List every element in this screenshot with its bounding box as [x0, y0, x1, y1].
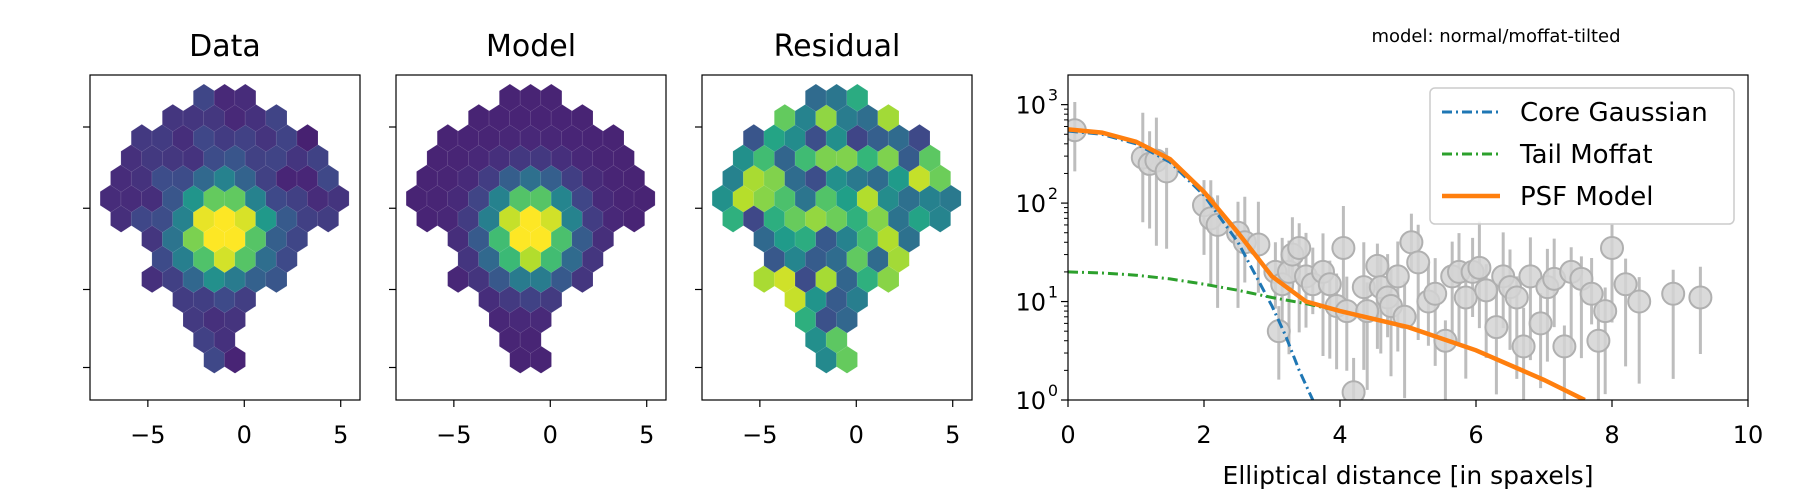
data-point — [1528, 311, 1553, 336]
model-annotation: model: normal/moffat-tilted — [1371, 26, 1620, 47]
hex-cells — [405, 83, 656, 374]
data-point — [1586, 328, 1611, 353]
x-tick-label: 0 — [1060, 421, 1075, 449]
data-point — [1511, 334, 1536, 359]
x-tick-label: 8 — [1604, 421, 1619, 449]
legend-box — [1429, 87, 1735, 225]
legend: Core Gaussian Tail Moffat PSF Model — [1429, 87, 1735, 225]
x-tick-label: 10 — [1733, 421, 1764, 449]
y-tick-exponent: 3 — [1048, 86, 1058, 105]
hex-cells — [99, 83, 350, 374]
x-tick-label: 6 — [1468, 421, 1483, 449]
x-tick-label: 4 — [1332, 421, 1347, 449]
data-point — [1287, 235, 1312, 260]
data-point — [1688, 285, 1713, 310]
series-line — [1068, 129, 1315, 400]
hex-cells — [711, 83, 962, 374]
data-point — [1467, 255, 1492, 280]
hex-cell — [540, 83, 563, 112]
data-point — [1518, 264, 1543, 289]
panel-title: Model — [486, 29, 576, 64]
data-point — [1504, 285, 1529, 310]
x-tick-label: 5 — [639, 421, 654, 449]
data-point — [1484, 315, 1509, 340]
y-tick-exponent: 0 — [1048, 381, 1058, 400]
x-tick-label: 5 — [333, 421, 348, 449]
panel-frame — [89, 74, 361, 401]
data-point — [1552, 334, 1577, 359]
panel-frame — [701, 74, 973, 401]
data-point — [1331, 235, 1356, 260]
data-point — [1453, 285, 1478, 310]
y-tick-label: 10 — [1015, 190, 1046, 218]
hex-cell — [296, 124, 319, 153]
x-tick-label: 0 — [849, 421, 864, 449]
y-tick-exponent: 2 — [1048, 184, 1058, 203]
x-tick-label: 5 — [945, 421, 960, 449]
plot-area — [1068, 102, 1713, 400]
model-panel: Model −5 0 5 — [389, 29, 667, 449]
data-point — [1341, 380, 1366, 400]
hex-cell — [908, 124, 931, 153]
series-line — [1068, 127, 1586, 400]
x-tick-label: −5 — [130, 421, 165, 449]
data-point — [1627, 289, 1652, 314]
panel-title: Data — [189, 29, 261, 64]
hex-cell — [265, 103, 288, 132]
y-tick-label: 10 — [1015, 289, 1046, 317]
data-point — [1600, 235, 1624, 260]
data-point — [1385, 264, 1410, 289]
y-tick-label: 10 — [1015, 387, 1046, 415]
x-tick-label: −5 — [436, 421, 471, 449]
data-point — [1613, 272, 1638, 297]
data-point — [1579, 281, 1604, 306]
data-point — [1661, 281, 1686, 306]
data-point — [1399, 230, 1424, 255]
x-tick-label: 0 — [543, 421, 558, 449]
residual-panel: Residual −5 0 5 — [695, 29, 973, 449]
hex-cell — [846, 83, 869, 112]
y-tick-label: 10 — [1015, 92, 1046, 120]
data-point — [1406, 250, 1431, 275]
hex-cell — [877, 103, 900, 132]
legend-label: PSF Model — [1520, 182, 1653, 212]
panel-frame — [1067, 74, 1749, 401]
data-point — [1474, 278, 1499, 303]
data-point — [1593, 299, 1618, 324]
data-point — [1423, 281, 1448, 306]
hex-cell — [602, 124, 625, 153]
hex-cell — [234, 83, 257, 112]
x-tick-label: 2 — [1196, 421, 1211, 449]
hex-cell — [571, 103, 594, 132]
data-point — [1365, 253, 1390, 278]
series-line — [1068, 270, 1341, 313]
panel-frame — [395, 74, 667, 401]
data-point — [1317, 272, 1342, 297]
legend-label: Core Gaussian — [1520, 98, 1708, 128]
x-axis-label: Elliptical distance [in spaxels] — [1223, 461, 1594, 490]
x-tick-label: −5 — [742, 421, 777, 449]
legend-label: Tail Moffat — [1519, 140, 1653, 170]
panel-title: Residual — [774, 29, 901, 64]
data-panel: Data −5 0 5 — [83, 29, 361, 449]
y-tick-exponent: 1 — [1048, 283, 1058, 302]
x-tick-label: 0 — [237, 421, 252, 449]
